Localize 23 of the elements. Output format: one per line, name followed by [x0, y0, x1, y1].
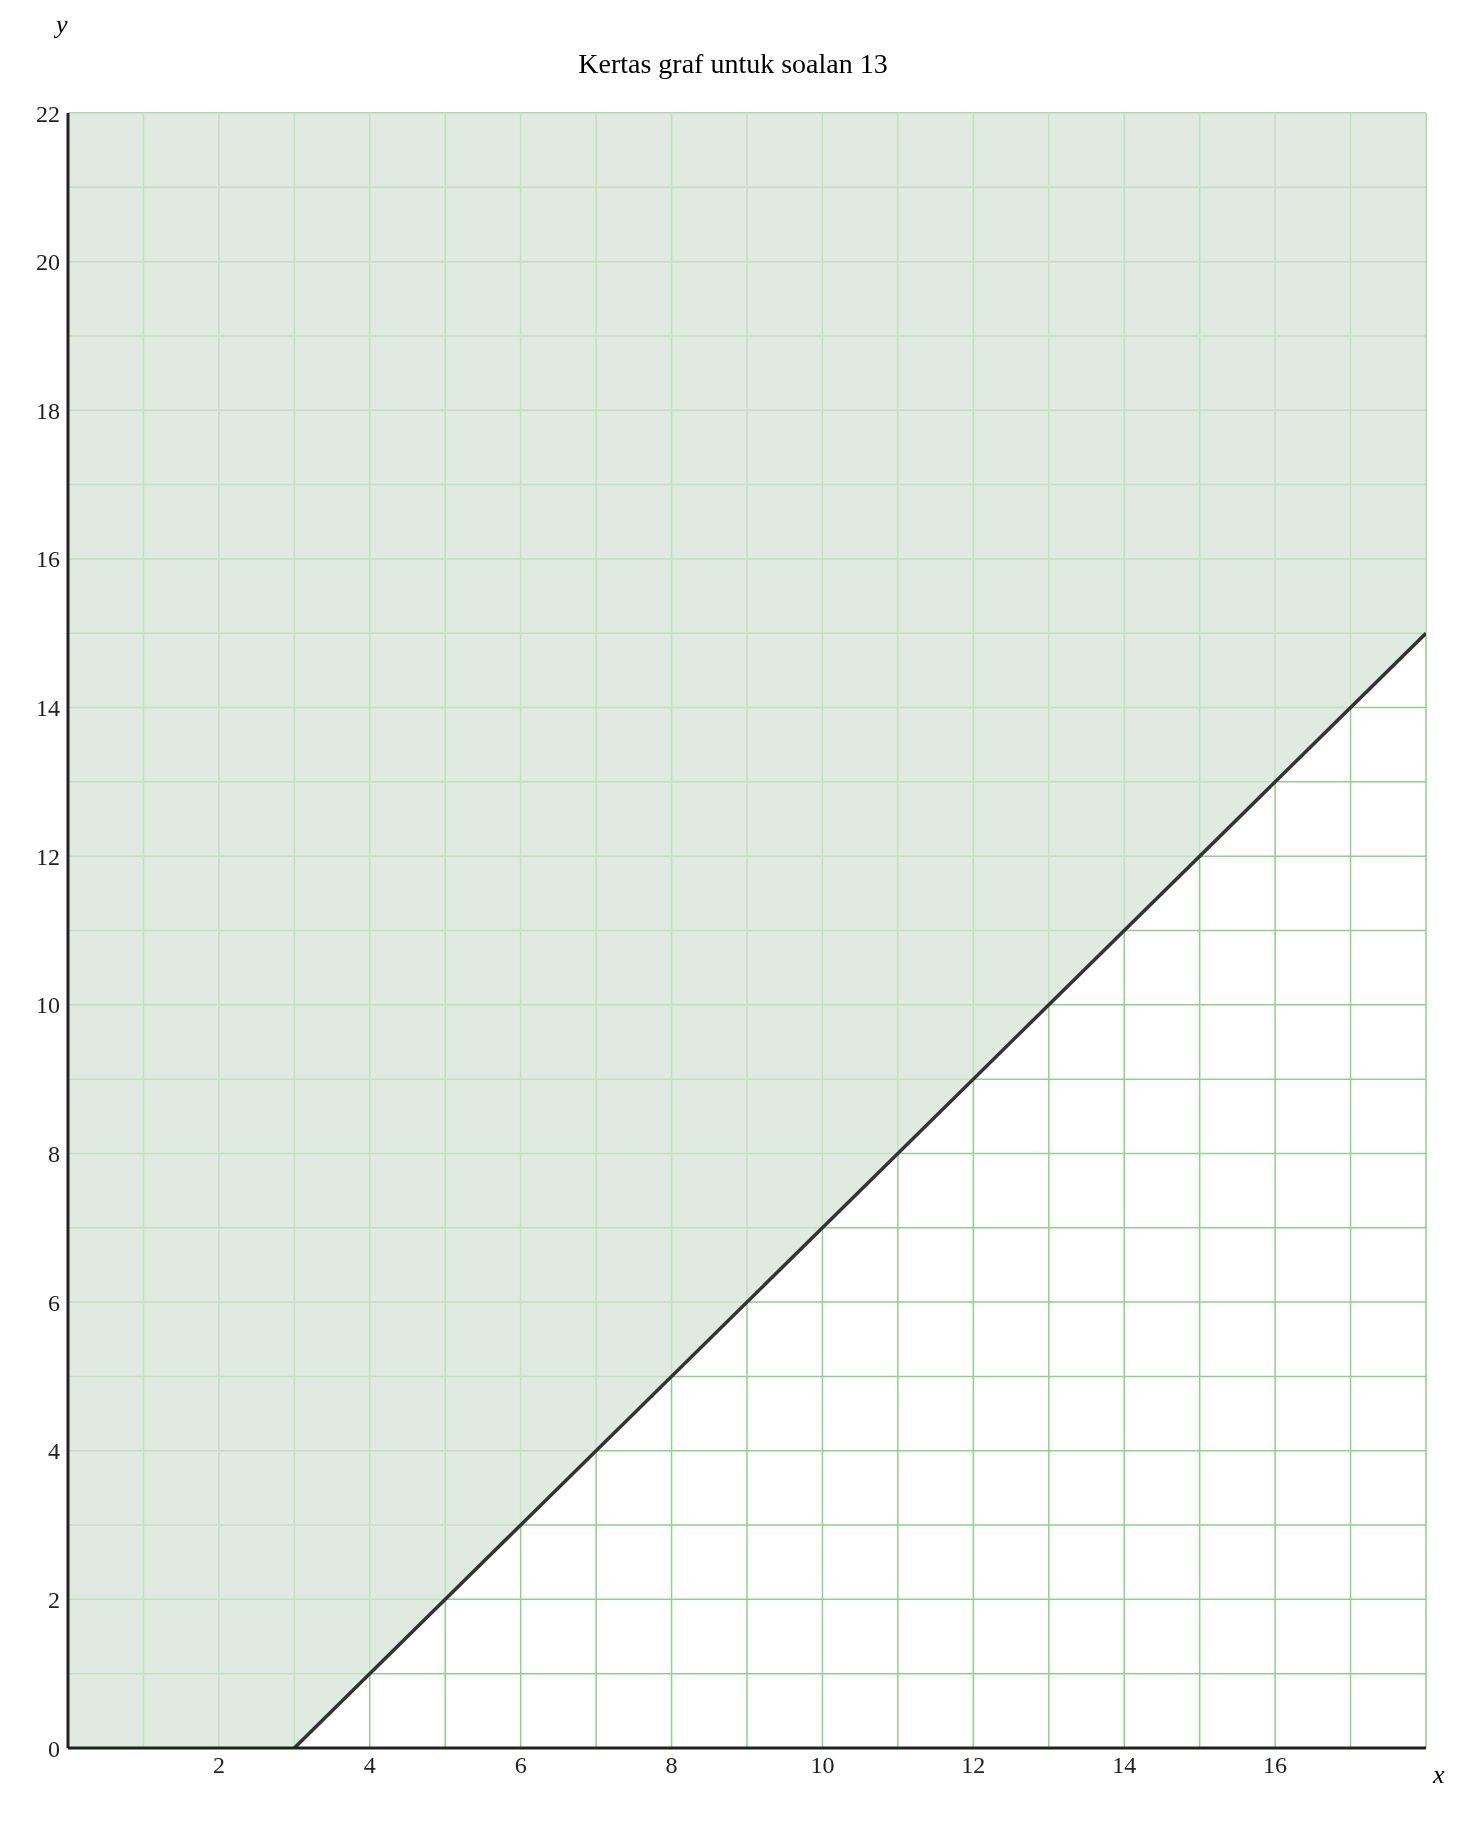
y-tick-label: 14: [36, 695, 60, 722]
x-tick-label: 14: [1112, 1752, 1137, 1779]
y-tick-label: 18: [36, 397, 60, 424]
y-tick-label: 22: [36, 100, 60, 127]
chart-title: Kertas graf untuk soalan 13: [577, 48, 889, 80]
x-tick-label: 8: [665, 1752, 678, 1779]
y-tick-label: 12: [36, 843, 60, 870]
y-tick-label: 0: [48, 1735, 60, 1762]
y-tick-label: 16: [36, 546, 60, 573]
x-axis-title: x: [1433, 1760, 1445, 1790]
x-tick-label: 4: [363, 1752, 376, 1779]
y-tick-label: 8: [48, 1140, 60, 1167]
y-axis-title: y: [56, 10, 68, 40]
x-tick-label: 2: [212, 1752, 225, 1779]
x-tick-label: 16: [1263, 1752, 1288, 1779]
x-tick-label: 12: [961, 1752, 986, 1779]
y-tick-label: 4: [48, 1438, 60, 1465]
x-tick-label: 10: [810, 1752, 835, 1779]
x-tick-label: 6: [514, 1752, 527, 1779]
y-tick-label: 20: [36, 249, 60, 276]
y-tick-label: 6: [48, 1289, 60, 1316]
y-tick-label: 10: [36, 992, 60, 1019]
y-tick-label: 2: [48, 1586, 60, 1613]
